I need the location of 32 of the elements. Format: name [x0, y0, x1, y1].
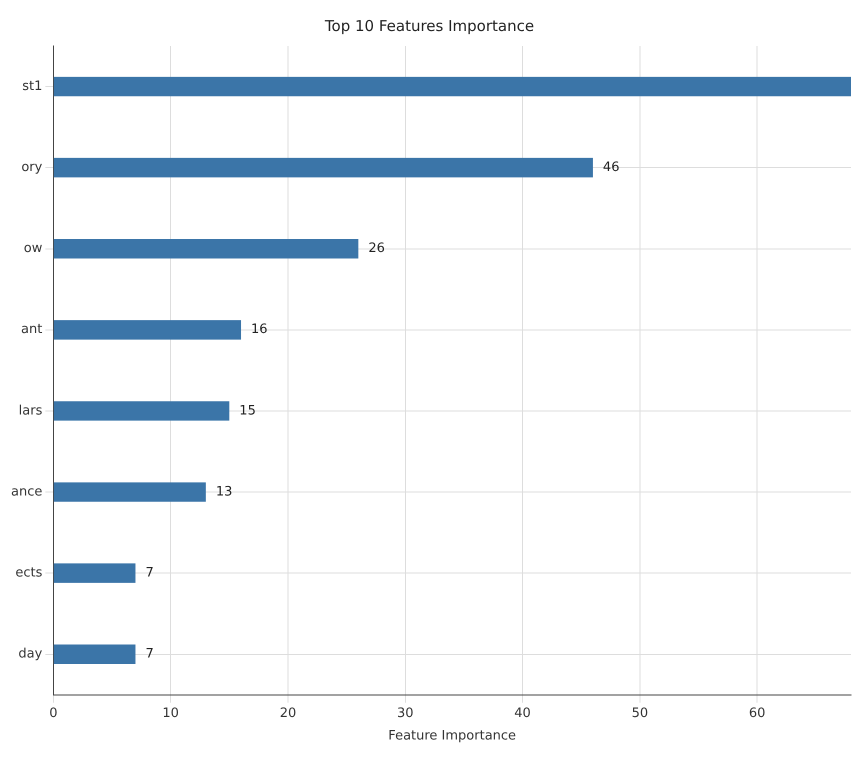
y-tick-label: day [18, 646, 43, 662]
chart-title: Top 10 Features Importance [324, 16, 534, 35]
data-label: 26 [368, 241, 385, 256]
y-tick-label: ow [24, 241, 43, 256]
bar [54, 158, 593, 178]
y-tick-label: ant [21, 322, 42, 338]
x-axis-title: Feature Importance [388, 728, 516, 744]
x-tick-label: 40 [514, 706, 531, 721]
data-label: 7 [145, 646, 154, 662]
bar [54, 563, 136, 583]
x-tick-label: 50 [632, 706, 648, 721]
y-tick-label: ects [15, 566, 43, 581]
data-label: 7 [145, 566, 154, 581]
data-label: 15 [239, 403, 256, 418]
bar [54, 320, 242, 340]
data-label: 13 [216, 484, 232, 500]
x-tick-label: 60 [748, 706, 766, 721]
bar [54, 239, 358, 258]
x-tick-label: 0 [49, 706, 58, 721]
data-label: 46 [602, 160, 620, 176]
data-label: 16 [251, 322, 268, 338]
bar [54, 644, 136, 664]
y-tick-label: ory [21, 160, 43, 176]
bar [54, 76, 851, 96]
bar [54, 482, 206, 502]
x-tick-label: 30 [396, 706, 414, 721]
y-tick-label: st1 [22, 78, 42, 94]
x-tick-label: 10 [162, 706, 179, 721]
bar [54, 401, 230, 421]
y-tick-label: lars [18, 403, 43, 418]
y-tick-label: ance [10, 484, 42, 500]
x-tick-label: 20 [280, 706, 296, 721]
